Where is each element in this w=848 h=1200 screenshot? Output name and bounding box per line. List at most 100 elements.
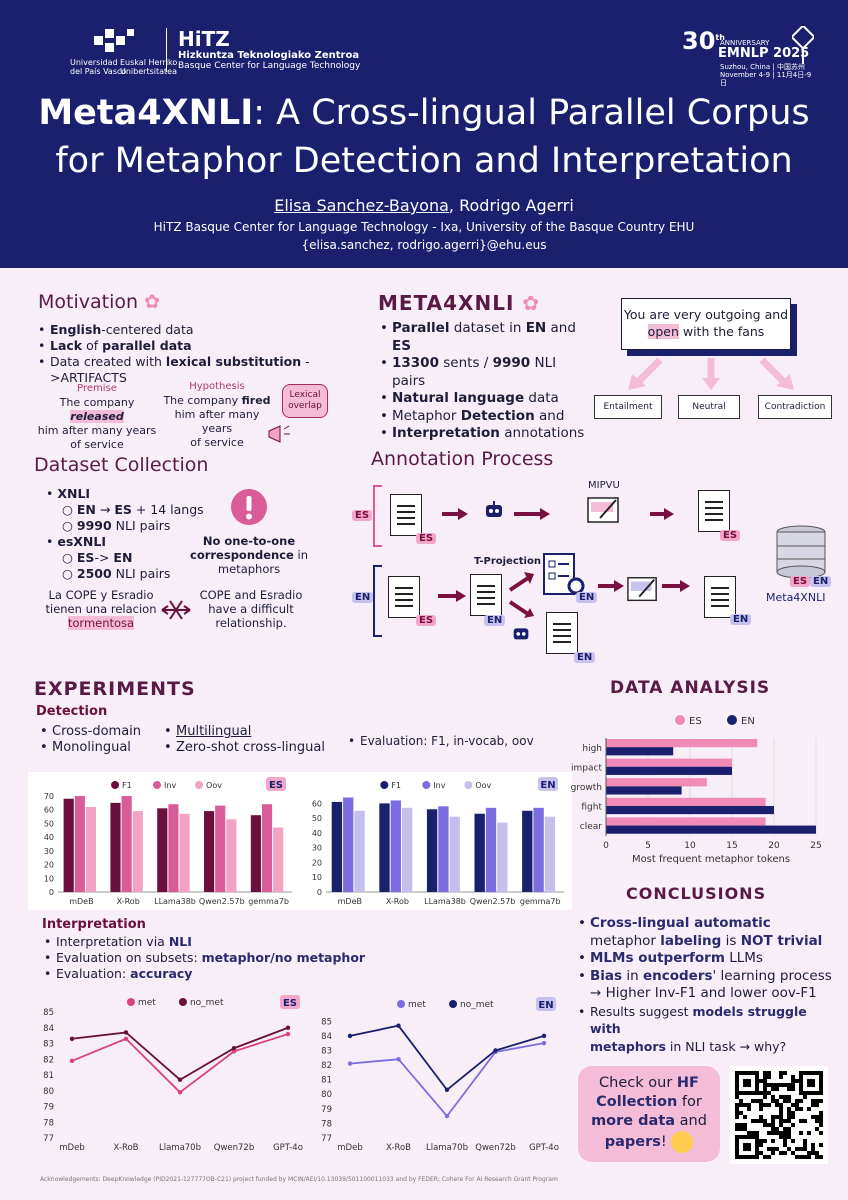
- qr-code[interactable]: [730, 1066, 828, 1164]
- det-multilingual: Multilingual: [176, 724, 252, 739]
- interpretation-line-chart-en: 77 78 79 80 81 82 83 84 85 mDeb X-RoB Llama70b Qwen7…: [321, 997, 559, 1153]
- qr-module: [743, 1127, 747, 1131]
- interp-item: Evaluation on subsets: metaphor/no metap…: [44, 950, 365, 966]
- x-tick-label: 0: [603, 841, 609, 851]
- x-tick-label: X-Rob: [117, 897, 140, 906]
- data-point: [347, 1033, 353, 1039]
- annotation-brackets: [373, 485, 382, 637]
- emnlp-anniv-sup: th: [715, 33, 725, 42]
- en-example: COPE and Esradio have a difficult relati…: [196, 588, 306, 630]
- m2b: sents /: [438, 355, 493, 371]
- qr-module: [783, 1083, 787, 1087]
- qr-module: [775, 1103, 779, 1107]
- data-point: [444, 1087, 450, 1093]
- y-tick-label: growth: [571, 783, 602, 793]
- bar: [606, 739, 758, 748]
- y-tick-label: 77: [43, 1134, 54, 1144]
- qr-module: [759, 1143, 763, 1147]
- qr-module: [819, 1155, 823, 1159]
- x-tick-label: 10: [684, 841, 696, 851]
- y-tick-label: 60: [44, 806, 54, 815]
- qr-module: [791, 1087, 795, 1091]
- e2b: NLI pairs: [111, 566, 171, 581]
- c4a: Results suggest: [590, 1003, 693, 1019]
- meta4xnli-title: META4XNLI ✿: [378, 291, 540, 315]
- c2a: MLMs outperform: [590, 950, 725, 966]
- qr-module: [767, 1123, 771, 1127]
- x-tick-label: GPT-4o: [529, 1143, 559, 1153]
- meta-item: Parallel dataset in EN and ES: [380, 320, 590, 355]
- qr-module: [783, 1139, 787, 1143]
- qr-module: [771, 1139, 775, 1143]
- y-tick-label: impact: [571, 763, 602, 773]
- xnli-sub2: ○ 9990 NLI pairs: [62, 518, 171, 533]
- c3e: → Higher Inv-F1 and lower oov-F1: [590, 985, 817, 1001]
- qr-module: [751, 1099, 755, 1103]
- premise-line1: The company released: [34, 396, 160, 424]
- qr-module: [767, 1091, 771, 1095]
- qr-module: [815, 1127, 819, 1131]
- data-point: [285, 1031, 291, 1037]
- legend-label: ES: [689, 716, 702, 727]
- conclusion-item: Results suggest models struggle withmeta…: [578, 1003, 834, 1056]
- legend-swatch: [195, 781, 204, 789]
- qr-module: [803, 1143, 807, 1147]
- premise-line2: him after many years: [37, 424, 157, 437]
- premise-word: released: [70, 410, 124, 423]
- qr-module: [771, 1151, 775, 1155]
- motivation-title-text: Motivation: [38, 291, 139, 313]
- en-doc3-tag: EN: [574, 652, 596, 663]
- interp-item: Interpretation via NLI: [44, 934, 365, 950]
- title-bold: Meta4XNLI: [38, 93, 254, 133]
- legend-label: met: [138, 998, 156, 1008]
- qr-module: [755, 1119, 759, 1123]
- qr-module: [799, 1147, 803, 1151]
- m4a: Metaphor: [392, 407, 461, 424]
- premise-line3: of service: [70, 438, 124, 451]
- mipvu-label: MIPVU: [588, 480, 620, 491]
- hf-h: !: [660, 1134, 667, 1150]
- qr-module: [759, 1151, 763, 1155]
- qr-module: [787, 1147, 791, 1151]
- legend-swatch: [464, 781, 473, 789]
- data-point: [69, 1058, 75, 1064]
- y-tick-label: high: [582, 744, 602, 754]
- x-tick-label: Qwen2.57b: [470, 897, 516, 906]
- qr-module: [739, 1127, 743, 1131]
- qr-module: [763, 1123, 767, 1127]
- y-tick-label: 80: [43, 1087, 54, 1097]
- qr-module: [775, 1127, 779, 1131]
- poster-title-line1: Meta4XNLI: A Cross-lingual Parallel Corp…: [0, 92, 848, 134]
- y-tick-label: 70: [44, 792, 54, 801]
- detection-bar-chart-es: 0 10 20 30 40 50 60 70 mDeB X-Rob LLama38b Qwen2.57…: [28, 772, 300, 910]
- qr-module: [771, 1119, 775, 1123]
- author-rest: , Rodrigo Agerri: [448, 196, 574, 215]
- en-document-icon: [388, 576, 420, 618]
- meta4xnli-list: Parallel dataset in EN and ES 13300 sent…: [380, 320, 590, 443]
- data-point: [231, 1046, 237, 1051]
- qr-module: [783, 1071, 787, 1075]
- c3c: encoders: [642, 967, 713, 984]
- y-tick-label: 84: [321, 1032, 332, 1042]
- en-annotated-tag: EN: [730, 614, 752, 625]
- example-word: open: [647, 324, 679, 339]
- qr-module: [779, 1135, 783, 1139]
- lang-tag-bg: [536, 997, 556, 1011]
- example-line1: You are very outgoing and: [623, 307, 789, 322]
- hypothesis-label: Hypothesis: [189, 381, 245, 392]
- y-tick-label: 0: [317, 888, 322, 897]
- warning-icon: [231, 489, 267, 525]
- brain-icon: ✿: [144, 291, 160, 313]
- data-analysis-title: DATA ANALYSIS: [610, 678, 771, 698]
- x-tick-label: mDeb: [337, 1143, 362, 1153]
- legend-label: Oov: [206, 781, 222, 790]
- emnlp-anniv-word: ANNIVERSARY: [720, 39, 770, 47]
- qr-module: [791, 1123, 795, 1127]
- hf-line2: Collection for: [578, 1093, 720, 1112]
- x-tick-label: gemma7b: [248, 897, 289, 906]
- database-icon: [776, 525, 826, 579]
- emnlp-date: November 4-9 | 11月4日-9日: [720, 71, 812, 87]
- bar: [215, 805, 226, 892]
- hf-collection-callout[interactable]: Check our HF Collection for more data an…: [578, 1066, 720, 1162]
- qr-module: [791, 1115, 795, 1119]
